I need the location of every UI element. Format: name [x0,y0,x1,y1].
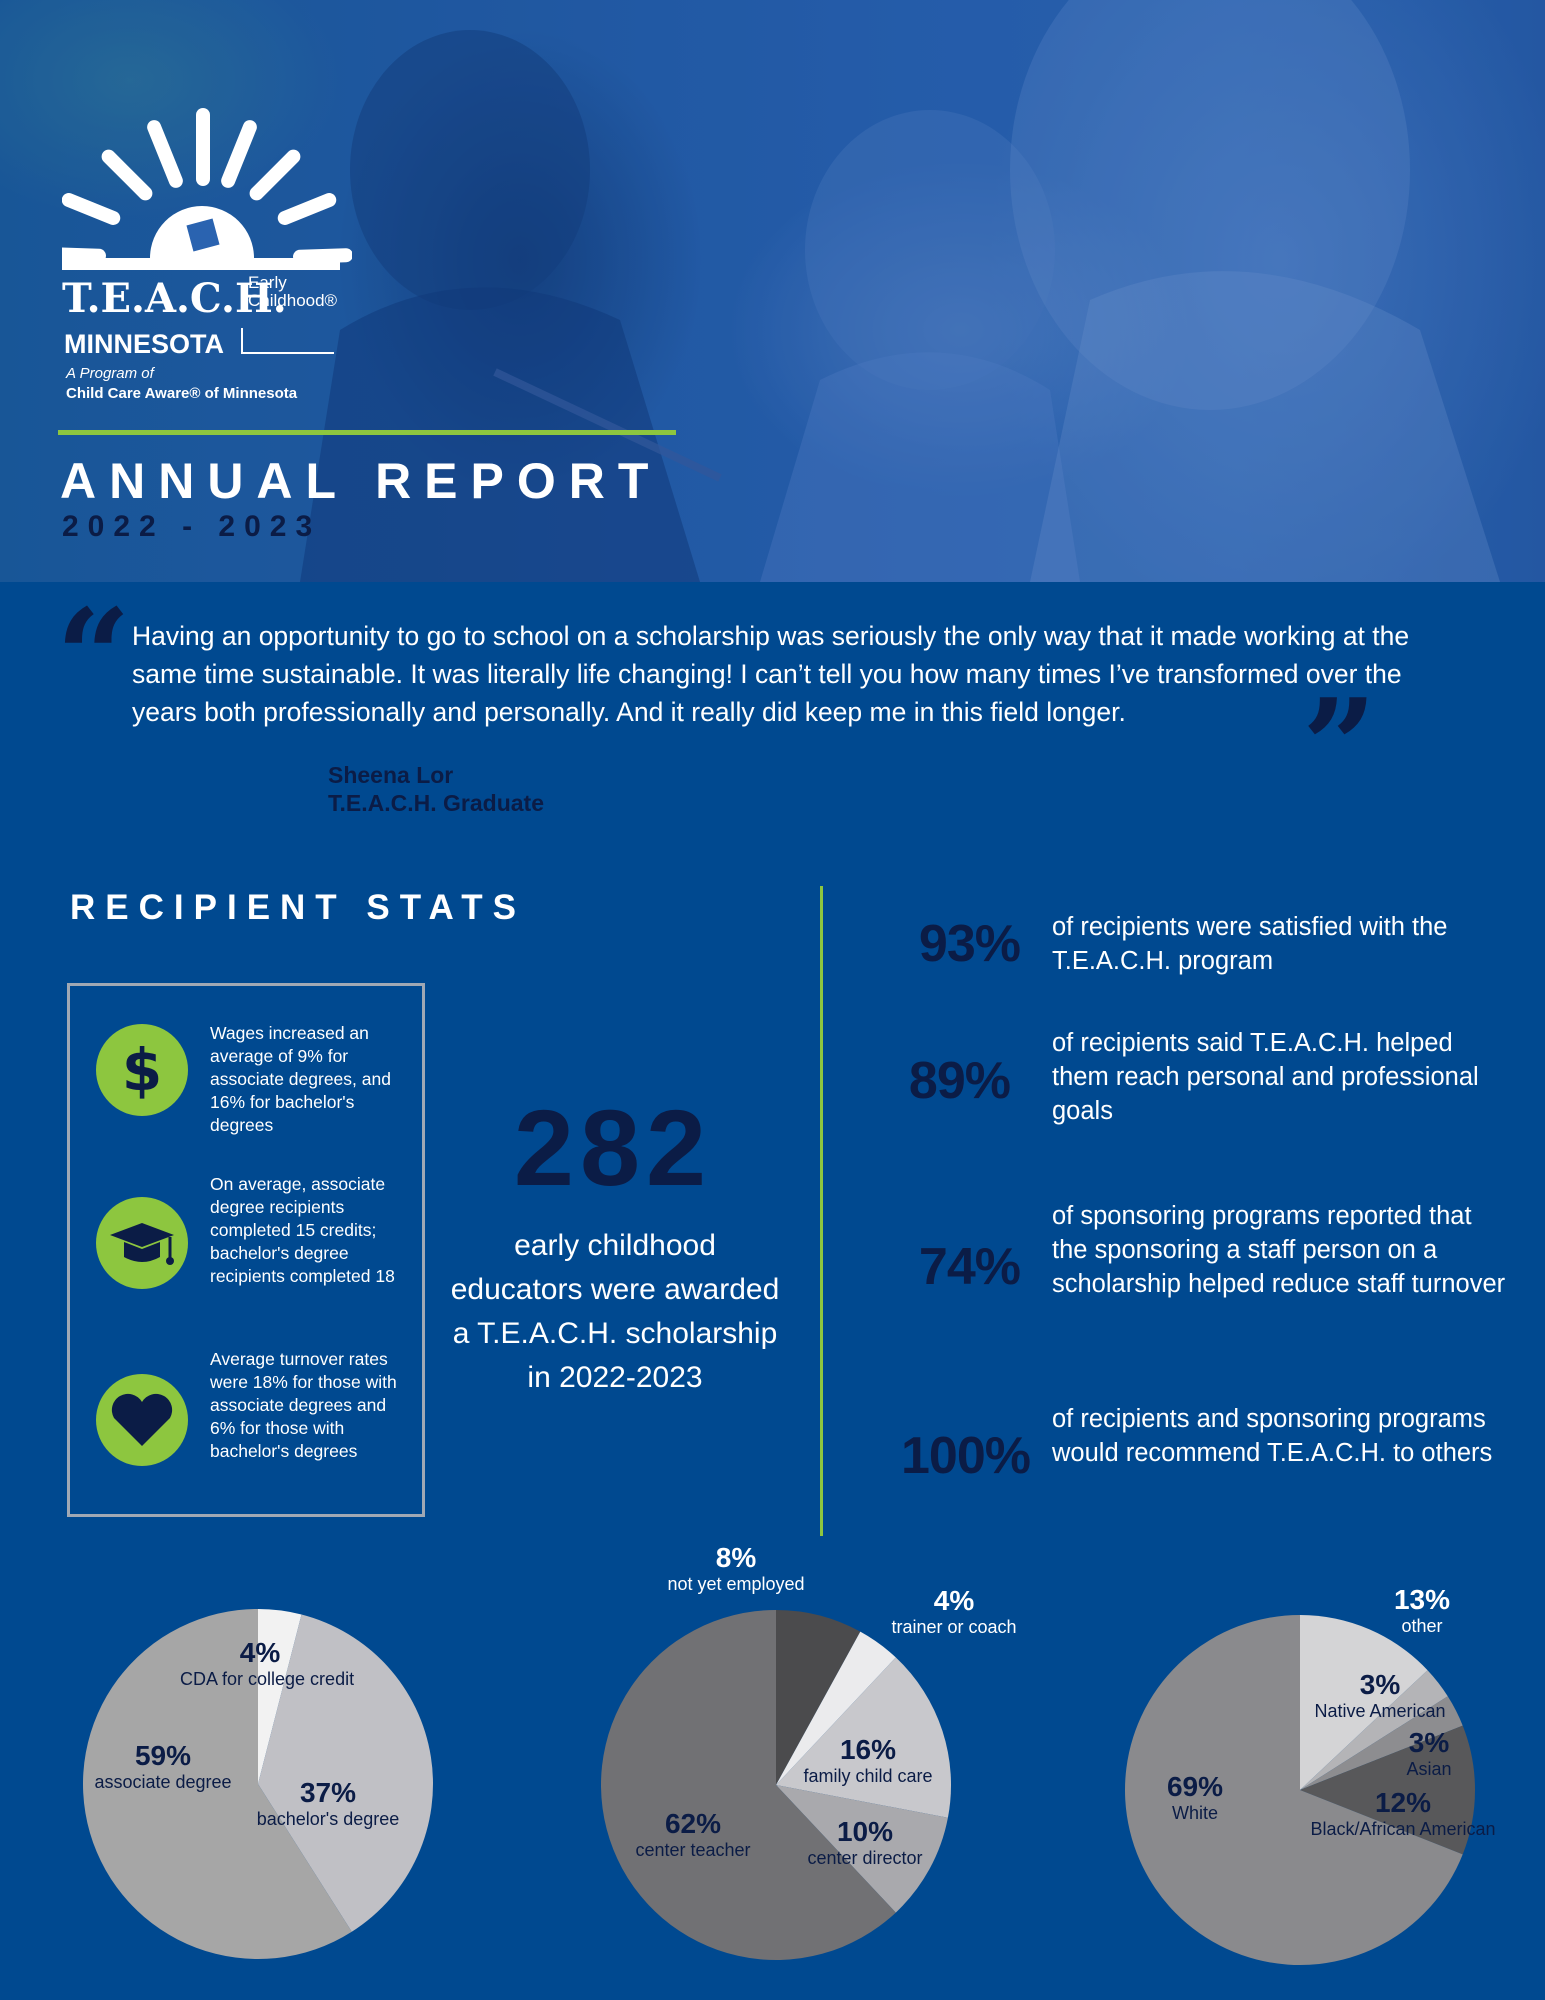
stat-description: of recipients said T.E.A.C.H. helped the… [1052,1029,1479,1125]
pie-label-white: 69% White [1150,1772,1240,1824]
svg-text:A Program of: A Program of [65,365,156,382]
pie-label-not-employed: 8% not yet employed [646,1543,826,1595]
slice-label: bachelor's degree [256,1809,400,1829]
slice-percent: 12% [1374,1787,1432,1818]
slice-percent: 4% [933,1585,975,1616]
hero-photo-children [0,0,1545,582]
slice-percent: 8% [715,1542,757,1573]
slice-percent: 4% [239,1637,281,1668]
slice-percent: 62% [664,1808,722,1839]
svg-text:$: $ [122,1036,162,1104]
svg-text:Childhood®: Childhood® [248,291,338,310]
stat-text-turnover: Average turnover rates were 18% for thos… [210,1349,397,1461]
slice-label: center director [807,1848,923,1868]
slice-label: CDA for college credit [180,1669,355,1689]
stat-percent: 74% [918,1238,1021,1296]
slice-percent: 3% [1408,1727,1450,1758]
slice-label: other [1401,1616,1443,1636]
slice-label: White [1171,1803,1218,1823]
open-quote-icon: “ [56,580,131,733]
stat-percent: 89% [908,1052,1011,1110]
stat-description: of recipients and sponsoring programs wo… [1052,1405,1493,1467]
dollar-icon: $ [96,1024,188,1116]
scholarship-count: 282 [513,1087,713,1208]
stat-text-credits: On average, associate degree recipients … [210,1174,395,1286]
slice-percent: 3% [1359,1669,1401,1700]
pie-label-trainer: 4% trainer or coach [874,1586,1034,1638]
pie-label-associate: 59% associate degree [78,1741,248,1793]
slice-label: not yet employed [667,1574,805,1594]
heart-icon [96,1374,188,1466]
slice-percent: 10% [836,1816,894,1847]
slice-percent: 16% [839,1734,897,1765]
slice-label: center teacher [635,1840,751,1860]
pie-label-teacher: 62% center teacher [618,1809,768,1861]
slice-percent: 59% [134,1740,192,1771]
pie-label-native-american: 3% Native American [1300,1670,1460,1722]
hero-banner: T.E.A.C.H. Early Childhood® MINNESOTA A … [0,0,1545,582]
testimonial-quote: Having an opportunity to go to school on… [132,621,1410,727]
graduation-cap-icon [96,1197,188,1289]
pie-label-bachelors: 37% bachelor's degree [238,1778,418,1830]
scholarship-count-caption: early childhood educators were awarded a… [450,1229,780,1394]
slice-label: trainer or coach [891,1617,1017,1637]
quote-attribution: Sheena Lor T.E.A.C.H. Graduate [328,761,544,817]
svg-text:Child Care Aware® of Minnesota: Child Care Aware® of Minnesota [66,385,298,402]
svg-text:MINNESOTA: MINNESOTA [64,329,224,359]
slice-percent: 13% [1393,1584,1451,1615]
stat-description: of recipients were satisfied with the T.… [1052,913,1448,975]
quote-author-title: T.E.A.C.H. Graduate [328,790,544,816]
slice-label: family child care [803,1766,933,1786]
stat-description: of sponsoring programs reported that the… [1052,1202,1506,1298]
teach-logo: T.E.A.C.H. Early Childhood® MINNESOTA A … [62,108,352,402]
slice-cda [258,1609,302,1784]
report-title: ANNUAL REPORT [60,453,662,509]
pie-label-asian: 3% Asian [1392,1728,1466,1780]
pie-label-black: 12% Black/African American [1298,1788,1508,1840]
pie-label-other: 13% other [1372,1585,1472,1637]
outcomes-box: $ Wages increased an average of 9% for a… [67,983,425,1517]
title-rule [58,430,676,435]
stat-percent: 100% [901,1427,1031,1485]
pie-label-director: 10% center director [790,1817,940,1869]
logo-wordmark: T.E.A.C.H. [62,275,287,322]
slice-label: associate degree [94,1772,232,1792]
slice-label: Asian [1406,1759,1452,1779]
stat-text-wages: Wages increased an average of 9% for ass… [210,1023,391,1135]
quote-author-name: Sheena Lor [328,762,454,788]
slice-percent: 37% [299,1777,357,1808]
svg-text:Early: Early [248,273,287,292]
pie-label-family-care: 16% family child care [788,1735,948,1787]
slice-percent: 69% [1166,1771,1224,1802]
column-divider [820,886,823,1536]
slice-label: Black/African American [1310,1819,1496,1839]
recipient-stats-heading: RECIPIENT STATS [70,888,526,927]
slice-label: Native American [1314,1701,1446,1721]
stat-percent: 93% [918,915,1021,973]
report-years: 2022 - 2023 [62,510,322,543]
pie-label-cda: 4% CDA for college credit [180,1637,355,1690]
close-quote-icon: ” [1302,670,1377,823]
